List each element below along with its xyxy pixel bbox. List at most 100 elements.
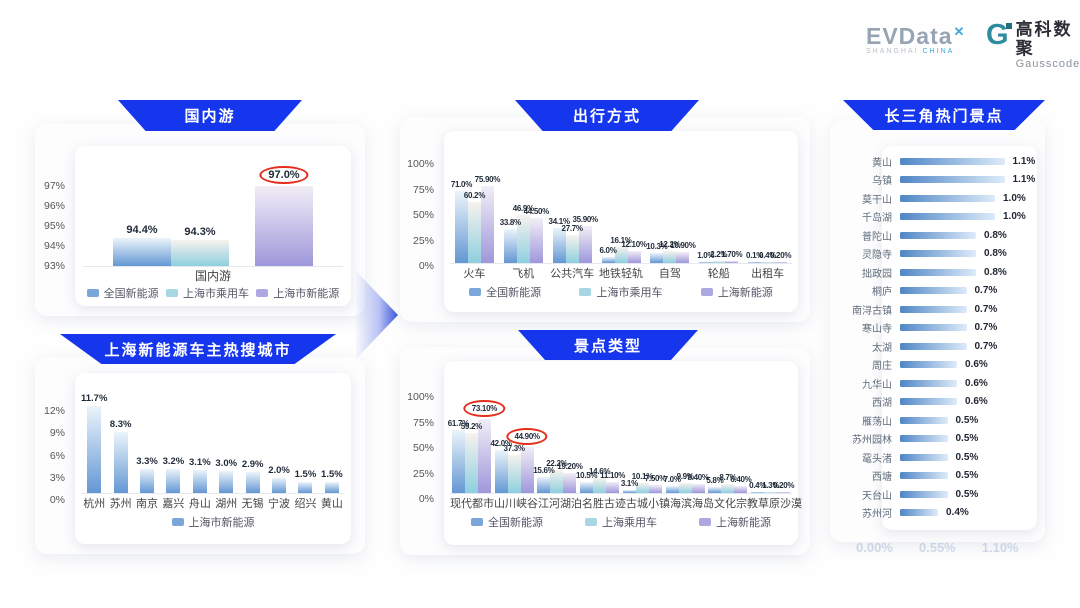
bar <box>166 469 181 493</box>
y-axis: 0% 25% 50% 75% 100% <box>402 158 438 272</box>
banner-title: 景点类型 <box>573 337 642 355</box>
spot-name: 鼋头渚 <box>862 453 892 465</box>
chart-panel: 11.7% 8.3% 3.3% 3.2% 3.1% 3.0% 2.9% 2.0% 1.5% 1.5… <box>75 373 351 544</box>
x-category-label: 江河湖泊 <box>538 498 582 510</box>
spot-row: 千岛湖 1.0% <box>840 208 1041 227</box>
spot-value: 0.7% <box>974 303 998 315</box>
spot-name: 太湖 <box>872 342 892 354</box>
value-label: 0.1% <box>746 251 764 261</box>
spot-value: 0.5% <box>955 470 979 482</box>
bar <box>606 481 620 493</box>
x-category-label: 文化宗教 <box>714 498 758 510</box>
spot-row: 苏州园林 0.5% <box>840 430 1041 449</box>
bar-wrap: 94.4% <box>113 224 171 266</box>
value-label: 3.0% <box>215 457 238 469</box>
legend-label: 全国新能源 <box>488 517 543 529</box>
bar <box>676 251 690 263</box>
spot-value: 1.0% <box>1003 192 1026 204</box>
bar <box>503 228 517 263</box>
bar-wrap: 97.0% <box>255 166 313 266</box>
bar-group: 3.1% <box>187 457 213 493</box>
bar <box>764 491 778 493</box>
legend-swatch <box>256 289 269 297</box>
x-category-label: 轮船 <box>707 268 730 280</box>
bar <box>614 246 628 263</box>
bar-wrap: 11.7% <box>81 393 107 493</box>
bar-wrap: 71.0% <box>451 180 472 263</box>
banner-travel-modes: 出行方式 <box>515 100 699 131</box>
value-label: 10.5% <box>576 471 598 481</box>
bar-group: 3.0% <box>213 458 239 493</box>
bar <box>725 261 739 263</box>
value-label: 44.50% <box>523 206 550 216</box>
plot-area: 11.7% 8.3% 3.3% 3.2% 3.1% 3.0% 2.9% 2.0% 1.5% 1.5… <box>81 393 345 494</box>
bar <box>507 455 521 493</box>
x-category-label: 嘉兴 <box>162 498 185 510</box>
bar <box>734 486 748 493</box>
bar-group: 71.0% 60.2% 75.90% <box>450 175 500 263</box>
legend: 上海市新能源 <box>81 512 345 532</box>
y-tick-label: 50% <box>412 209 434 222</box>
bar <box>255 186 313 266</box>
bar-group: 10.3% 12.2% 10.90% <box>645 240 696 263</box>
x-category-label: 草原沙漠 <box>758 498 802 510</box>
bar <box>324 481 339 493</box>
x-category-label: 宁波 <box>268 498 291 510</box>
x-tick-label: 0.00% <box>856 540 893 555</box>
bar-wrap: 59.2% <box>461 422 482 493</box>
y-axis: 0% 3% 6% 9% 12% <box>35 400 69 506</box>
bar <box>721 484 735 493</box>
value-label: 42.0% <box>490 439 512 449</box>
y-tick-label: 94% <box>43 240 65 252</box>
attraction-types-chart: 0% 25% 50% 75% 100% 61.7% 59.2% 73.10% 42.0% 37.… <box>400 347 810 555</box>
bar <box>454 190 468 263</box>
bar <box>678 482 692 493</box>
y-tick-label: 6% <box>49 449 65 462</box>
legend-swatch <box>700 288 713 296</box>
bar-wrap: 34.1% <box>549 217 570 263</box>
spot-value: 0.5% <box>955 414 979 426</box>
bar <box>563 473 577 493</box>
bar <box>601 256 615 263</box>
value-label: 11.10% <box>600 470 626 480</box>
value-label: 10.3% <box>646 241 668 251</box>
bar <box>219 470 234 493</box>
bar-wrap: 2.9% <box>242 459 263 493</box>
bar-group: 0.4% 1.3% 0.20% <box>749 481 795 493</box>
bar-wrap: 42.0% <box>491 439 512 493</box>
bar-wrap: 1.5% <box>321 469 343 493</box>
legend-swatch <box>469 288 482 296</box>
value-label: 37.3% <box>503 444 525 453</box>
value-label: 33.8% <box>499 217 521 227</box>
value-label: 60.2% <box>463 190 486 200</box>
bar <box>593 478 607 493</box>
value-label: 22.2% <box>546 459 568 469</box>
spot-bar <box>900 379 957 387</box>
spot-bar <box>900 435 948 443</box>
value-label: 0.4% <box>749 481 767 491</box>
value-label: 1.5% <box>321 468 343 480</box>
legend-swatch <box>171 518 184 526</box>
spot-name: 苏州园林 <box>852 435 892 447</box>
spot-value: 0.4% <box>946 507 969 519</box>
bar-wrap: 2.0% <box>268 465 290 493</box>
legend-item: 全国新能源 <box>86 285 159 301</box>
x-category-label: 黄山 <box>320 498 343 510</box>
spot-bar <box>900 453 948 461</box>
bar-wrap: 7.50% <box>645 474 666 493</box>
value-label: 46.9% <box>512 204 534 214</box>
spot-value: 0.7% <box>974 340 998 352</box>
bar-wrap: 0.4% <box>749 481 766 493</box>
bar <box>774 262 788 263</box>
value-label: 7.0% <box>663 474 681 484</box>
bar-wrap: 0.4% <box>759 251 776 263</box>
spot-name: 拙政园 <box>862 268 892 280</box>
spot-bar <box>900 194 995 202</box>
bar-group: 2.0% <box>266 465 292 493</box>
bar-wrap: 35.90% <box>572 215 598 263</box>
highlighted-value-label: 73.10% <box>463 399 506 417</box>
legend-item: 上海新能源 <box>699 514 771 530</box>
spot-value: 0.5% <box>955 451 979 463</box>
value-label: 10.1% <box>631 471 653 481</box>
spot-row: 寒山寺 0.7% <box>840 319 1041 338</box>
